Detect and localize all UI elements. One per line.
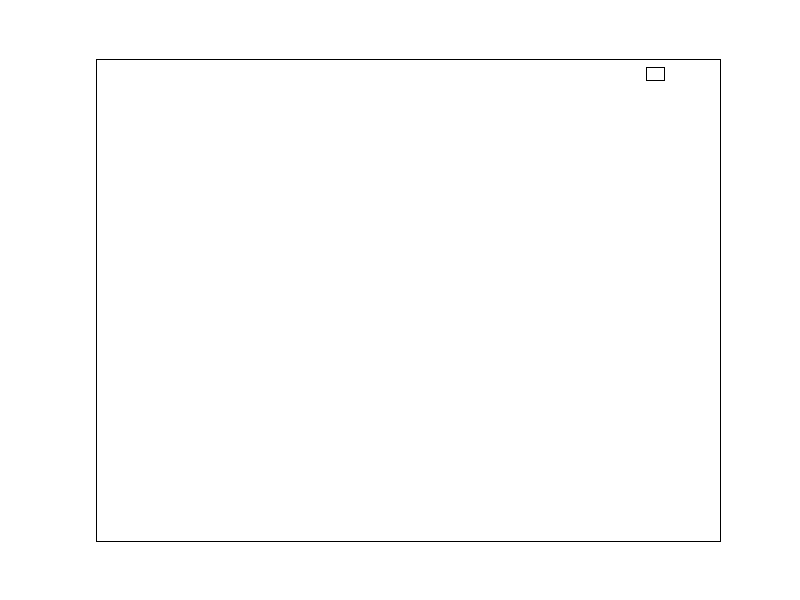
bar-labels-layer	[97, 60, 720, 541]
legend	[645, 66, 665, 81]
plot-area	[95, 58, 721, 542]
